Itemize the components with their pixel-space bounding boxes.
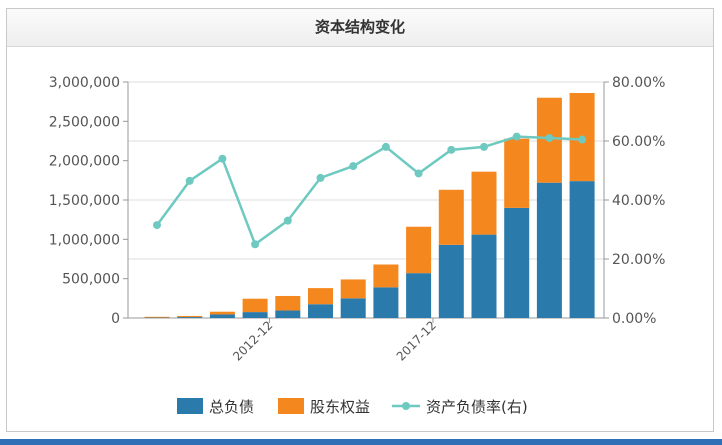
bars[interactable] bbox=[144, 93, 595, 318]
bar-liabilities[interactable] bbox=[373, 287, 399, 318]
ratio-point[interactable] bbox=[349, 162, 358, 171]
ratio-polyline[interactable] bbox=[155, 135, 583, 247]
bar-liabilities[interactable] bbox=[340, 298, 366, 318]
bar-liabilities[interactable] bbox=[308, 304, 333, 318]
ratio-point[interactable] bbox=[251, 240, 260, 249]
ratio-point[interactable] bbox=[283, 216, 292, 225]
left-tick-label: 500,000 bbox=[62, 272, 120, 288]
bar-equity[interactable] bbox=[242, 298, 268, 313]
right-tick-label: 40.00% bbox=[612, 193, 665, 209]
legend-swatch-ratio-point bbox=[402, 402, 410, 410]
ratio-point[interactable] bbox=[447, 145, 456, 154]
ratio-point[interactable] bbox=[218, 154, 227, 163]
bar-equity[interactable] bbox=[308, 288, 333, 305]
left-tick-label: 1,000,000 bbox=[49, 232, 120, 248]
bar-liabilities[interactable] bbox=[536, 182, 562, 318]
bar-equity[interactable] bbox=[275, 295, 301, 311]
ratio-point[interactable] bbox=[480, 142, 488, 151]
left-tick-label: 3,000,000 bbox=[49, 75, 120, 91]
bar-equity[interactable] bbox=[438, 189, 464, 245]
bar-equity[interactable] bbox=[504, 138, 530, 208]
bar-liabilities[interactable] bbox=[406, 273, 432, 318]
legend-swatch-liabilities bbox=[177, 398, 203, 414]
ratio-point[interactable] bbox=[381, 142, 390, 151]
right-tick-label: 80.00% bbox=[612, 75, 665, 91]
ratio-point[interactable] bbox=[545, 134, 554, 143]
bar-liabilities[interactable] bbox=[242, 312, 268, 318]
x-tick-label: 2017-12 bbox=[394, 318, 439, 363]
legend[interactable]: 总负债 股东权益 资产负债率(右) bbox=[177, 398, 528, 416]
bar-equity[interactable] bbox=[406, 226, 432, 274]
bar-liabilities[interactable] bbox=[177, 317, 203, 318]
ratio-point[interactable] bbox=[316, 173, 325, 182]
left-tick-label: 2,000,000 bbox=[49, 154, 120, 170]
x-tick-label: 2012-12 bbox=[230, 318, 275, 363]
legend-label-equity[interactable]: 股东权益 bbox=[310, 398, 370, 416]
ratio-point[interactable] bbox=[512, 132, 521, 141]
bar-liabilities[interactable] bbox=[275, 310, 301, 318]
bar-equity[interactable] bbox=[209, 311, 235, 315]
chart-panel: 资本结构变化 bbox=[6, 8, 714, 432]
right-tick-label: 0.00% bbox=[612, 311, 656, 327]
bottom-border bbox=[0, 439, 722, 445]
bar-liabilities[interactable] bbox=[471, 234, 497, 318]
left-tick-label: 1,500,000 bbox=[49, 193, 120, 209]
legend-label-liabilities[interactable]: 总负债 bbox=[209, 398, 254, 416]
bar-equity[interactable] bbox=[471, 171, 497, 235]
ratio-line[interactable] bbox=[153, 132, 587, 249]
bar-equity[interactable] bbox=[144, 316, 170, 318]
left-tick-label: 0 bbox=[111, 311, 120, 327]
axes: 0 500,000 1,000,000 1,500,000 2,000,000 2,500… bbox=[49, 75, 666, 364]
legend-label-ratio[interactable]: 资产负债率(右) bbox=[426, 398, 528, 416]
ratio-point[interactable] bbox=[185, 176, 194, 185]
right-tick-label: 20.00% bbox=[612, 252, 665, 268]
bar-liabilities[interactable] bbox=[569, 181, 595, 318]
right-tick-label: 60.00% bbox=[612, 134, 665, 150]
bar-equity[interactable] bbox=[177, 315, 203, 318]
bar-equity[interactable] bbox=[340, 279, 366, 299]
grid-lines bbox=[128, 81, 604, 319]
bar-liabilities[interactable] bbox=[209, 314, 235, 318]
panel-title: 资本结构变化 bbox=[7, 9, 713, 47]
ratio-point[interactable] bbox=[414, 169, 423, 178]
left-tick-label: 2,500,000 bbox=[49, 114, 120, 130]
bar-equity[interactable] bbox=[373, 264, 399, 288]
bar-liabilities[interactable] bbox=[504, 207, 530, 318]
legend-swatch-equity bbox=[278, 398, 304, 414]
ratio-point[interactable] bbox=[153, 221, 161, 230]
ratio-point[interactable] bbox=[578, 135, 587, 144]
bar-liabilities[interactable] bbox=[438, 244, 464, 318]
